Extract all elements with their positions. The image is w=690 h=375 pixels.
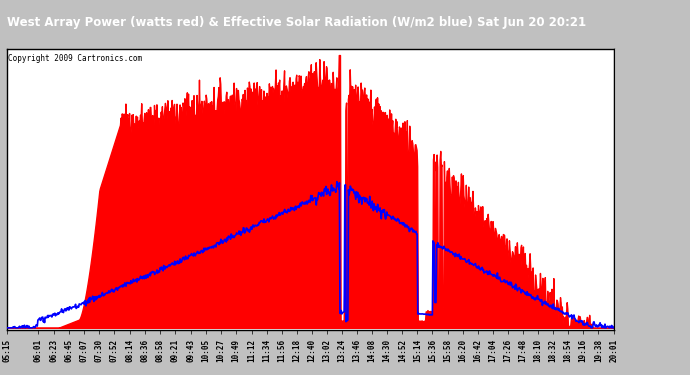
Text: West Array Power (watts red) & Effective Solar Radiation (W/m2 blue) Sat Jun 20 : West Array Power (watts red) & Effective… — [7, 16, 586, 29]
Text: Copyright 2009 Cartronics.com: Copyright 2009 Cartronics.com — [8, 54, 142, 63]
